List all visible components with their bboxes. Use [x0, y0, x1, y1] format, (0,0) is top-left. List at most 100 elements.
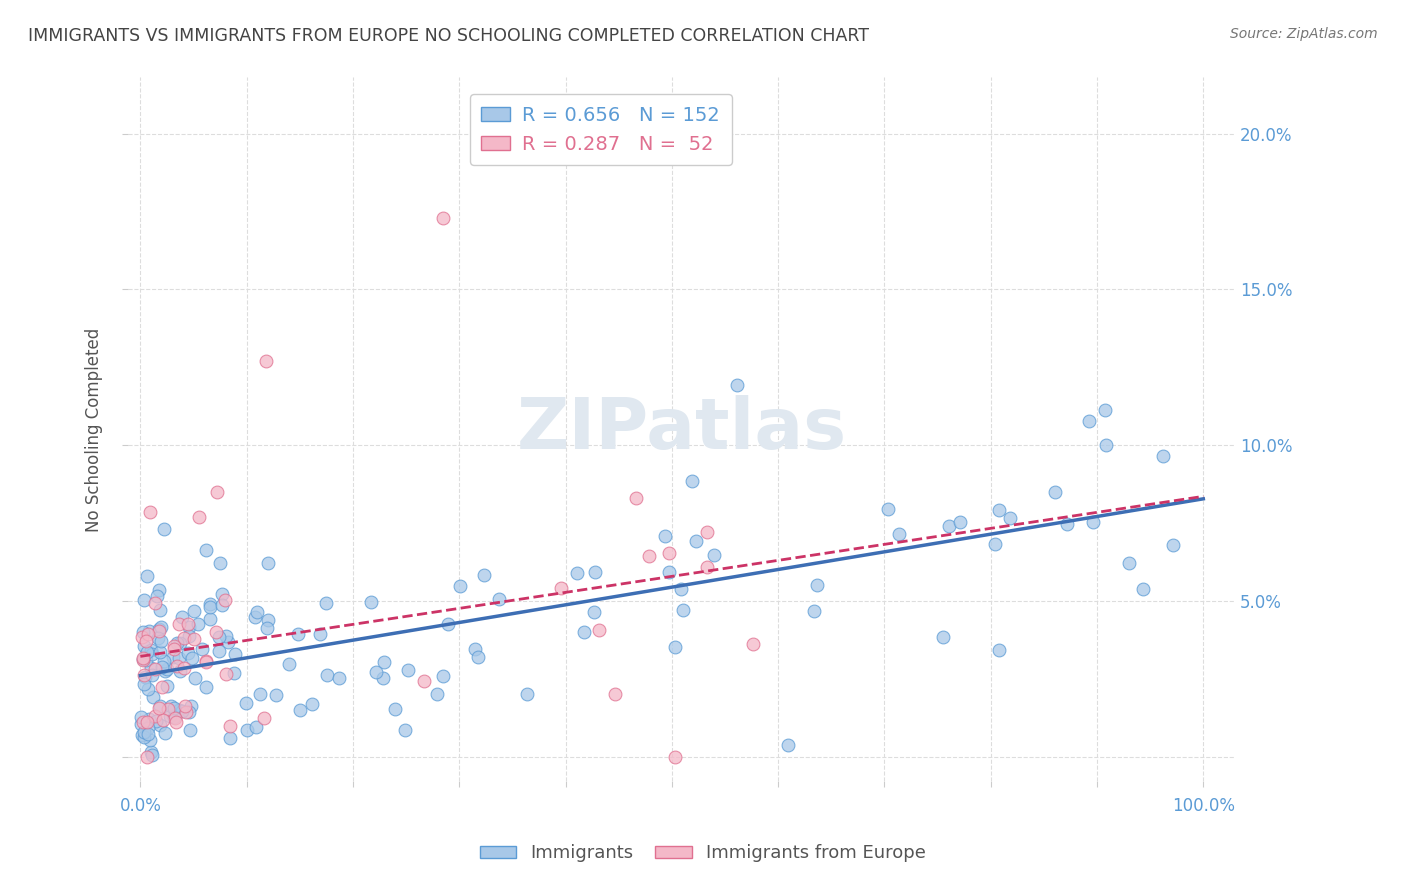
Point — [696, 560, 718, 574]
Point — [177, 705, 200, 719]
Point — [166, 658, 188, 673]
Point — [149, 698, 172, 713]
Point — [155, 665, 177, 679]
Point — [136, 749, 159, 764]
Point — [179, 723, 201, 737]
Point — [138, 712, 160, 726]
Point — [246, 605, 269, 619]
Point — [1078, 414, 1101, 428]
Point — [1094, 403, 1116, 417]
Point — [208, 643, 231, 657]
Point — [138, 624, 160, 638]
Point — [217, 635, 239, 649]
Text: Source: ZipAtlas.com: Source: ZipAtlas.com — [1230, 27, 1378, 41]
Point — [249, 688, 271, 702]
Point — [148, 622, 170, 636]
Point — [156, 679, 179, 693]
Point — [131, 710, 153, 724]
Point — [290, 703, 312, 717]
Point — [432, 211, 454, 225]
Point — [190, 642, 212, 657]
Point — [360, 595, 382, 609]
Legend: R = 0.656   N = 152, R = 0.287   N =  52: R = 0.656 N = 152, R = 0.287 N = 52 — [470, 95, 731, 165]
Point — [195, 655, 218, 669]
Point — [463, 641, 485, 656]
Point — [583, 605, 606, 619]
Point — [588, 623, 610, 637]
Point — [167, 616, 190, 631]
Point — [200, 597, 222, 611]
Point — [287, 627, 309, 641]
Text: 0.0%: 0.0% — [120, 797, 162, 815]
Point — [198, 599, 221, 614]
Point — [150, 660, 173, 674]
Point — [703, 548, 725, 562]
Point — [516, 687, 538, 701]
Point — [132, 651, 155, 665]
Text: ZIPatlas: ZIPatlas — [516, 395, 846, 464]
Point — [254, 354, 277, 368]
Point — [1163, 538, 1185, 552]
Point — [143, 662, 166, 676]
Point — [131, 653, 153, 667]
Point — [778, 738, 800, 752]
Point — [134, 677, 156, 691]
Point — [264, 689, 287, 703]
Point — [160, 698, 183, 713]
Point — [696, 524, 718, 539]
Point — [153, 522, 176, 536]
Point — [131, 717, 153, 731]
Point — [131, 630, 153, 644]
Point — [142, 690, 165, 705]
Point — [214, 593, 236, 607]
Point — [139, 661, 162, 675]
Point — [603, 687, 626, 701]
Point — [366, 665, 388, 679]
Point — [146, 589, 169, 603]
Point — [183, 604, 205, 618]
Point — [165, 714, 187, 729]
Point — [725, 378, 748, 392]
Point — [170, 705, 193, 719]
Point — [149, 603, 172, 617]
Point — [425, 687, 447, 701]
Point — [169, 664, 191, 678]
Point — [136, 714, 159, 729]
Point — [256, 556, 278, 570]
Point — [148, 701, 170, 715]
Point — [637, 549, 659, 564]
Point — [550, 581, 572, 595]
Point — [187, 509, 209, 524]
Text: IMMIGRANTS VS IMMIGRANTS FROM EUROPE NO SCHOOLING COMPLETED CORRELATION CHART: IMMIGRANTS VS IMMIGRANTS FROM EUROPE NO … — [28, 27, 869, 45]
Point — [150, 680, 173, 694]
Point — [177, 646, 200, 660]
Point — [180, 699, 202, 714]
Point — [187, 617, 209, 632]
Point — [169, 636, 191, 650]
Point — [194, 680, 217, 694]
Point — [143, 596, 166, 610]
Point — [181, 650, 204, 665]
Point — [157, 702, 180, 716]
Point — [145, 714, 167, 729]
Point — [174, 698, 197, 713]
Point — [806, 578, 828, 592]
Point — [195, 655, 218, 669]
Point — [146, 632, 169, 646]
Point — [669, 582, 692, 596]
Point — [173, 661, 195, 675]
Point — [803, 604, 825, 618]
Point — [983, 537, 1005, 551]
Point — [664, 640, 686, 654]
Point — [472, 567, 495, 582]
Point — [136, 727, 159, 741]
Point — [413, 674, 436, 689]
Point — [301, 697, 323, 711]
Point — [371, 671, 394, 685]
Point — [165, 711, 187, 725]
Point — [136, 626, 159, 640]
Point — [132, 725, 155, 739]
Point — [449, 579, 471, 593]
Point — [169, 703, 191, 717]
Point — [1045, 485, 1067, 500]
